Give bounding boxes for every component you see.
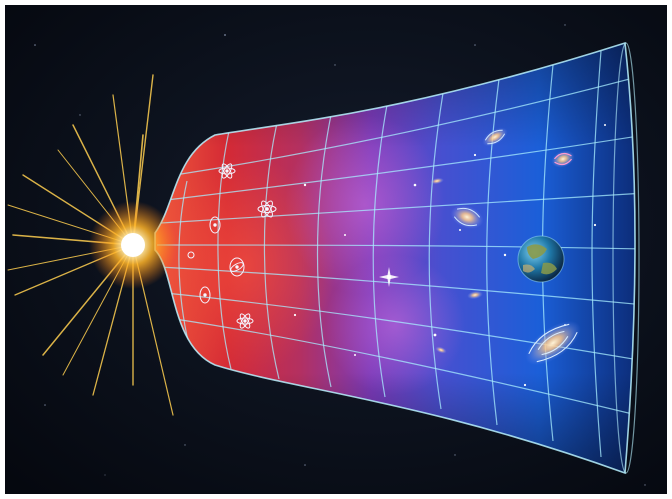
spiral-galaxy-icon bbox=[525, 320, 581, 366]
planet-icon bbox=[517, 235, 565, 283]
spiral-galaxy-icon bbox=[482, 127, 508, 147]
atom-icon bbox=[218, 163, 236, 179]
spiral-galaxy-icons bbox=[430, 127, 581, 366]
starburst-icon bbox=[7, 74, 177, 416]
atom-icon bbox=[209, 216, 221, 234]
background-stars bbox=[34, 24, 646, 486]
spiral-galaxy-icon bbox=[467, 290, 483, 300]
atom-icon bbox=[236, 313, 254, 329]
universe-illustration bbox=[5, 5, 667, 494]
spiral-galaxy-icon bbox=[435, 346, 447, 354]
atom-icon bbox=[187, 251, 195, 259]
spiral-galaxy-icon bbox=[450, 205, 484, 229]
spiral-galaxy-icon bbox=[551, 150, 575, 168]
atom-icons bbox=[187, 163, 277, 329]
star-icon bbox=[379, 267, 399, 287]
atom-icon bbox=[229, 257, 245, 277]
spiral-galaxy-icon bbox=[430, 177, 444, 185]
atom-icon bbox=[257, 200, 277, 218]
star-icons bbox=[293, 124, 606, 387]
atom-icon bbox=[199, 286, 211, 304]
